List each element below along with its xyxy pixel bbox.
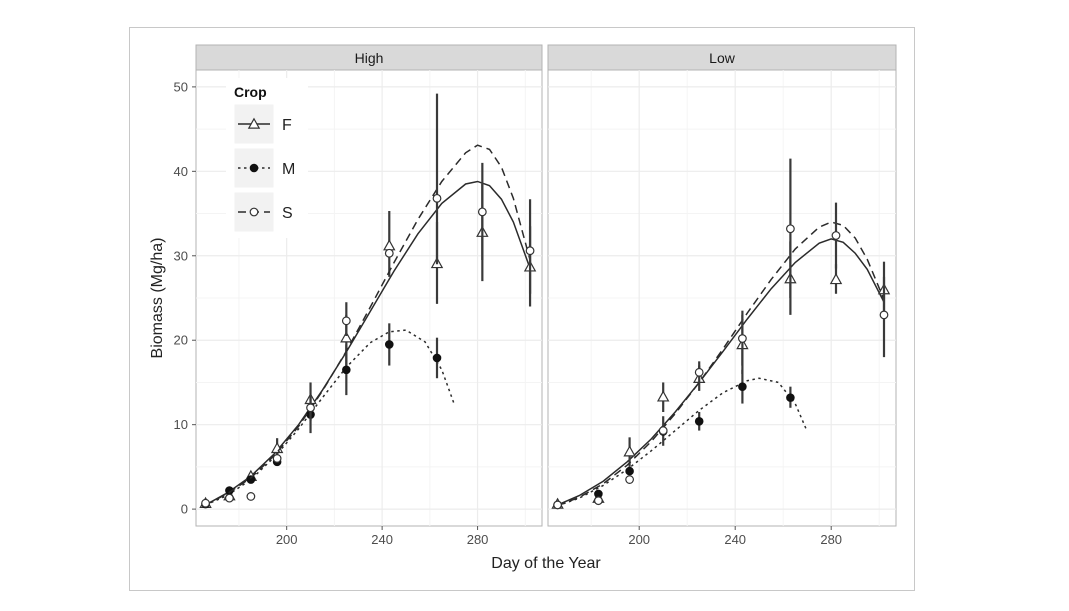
- data-point-S: [225, 493, 234, 503]
- data-point-M: [342, 365, 351, 375]
- data-point-M: [246, 475, 256, 484]
- y-tick-label: 40: [174, 164, 188, 179]
- data-point-S: [306, 403, 315, 413]
- fit-curve-M: [557, 377, 808, 507]
- legend-marker-S: [249, 207, 259, 217]
- panel-low: Low 200 240 280: [547, 44, 897, 547]
- data-point-F: [656, 390, 670, 402]
- data-point-S: [831, 231, 841, 240]
- fit-curve-S: [557, 221, 885, 507]
- data-point-M: [432, 353, 442, 363]
- data-point-S: [879, 310, 889, 320]
- x-tick-label: 280: [820, 532, 842, 547]
- series-S: [201, 93, 535, 508]
- y-tick-label: 30: [174, 248, 188, 263]
- x-axis-title: Day of the Year: [491, 555, 601, 572]
- strip-high: [195, 44, 543, 71]
- data-point-M: [625, 466, 634, 476]
- legend-label-S: S: [282, 205, 293, 222]
- x-tick-label: 200: [628, 532, 650, 547]
- data-point-S: [341, 316, 351, 326]
- x-tick-label: 240: [371, 532, 393, 547]
- x-tick-label: 240: [724, 532, 746, 547]
- legend-label-F: F: [282, 117, 292, 134]
- legend-marker-M: [249, 163, 259, 173]
- y-tick-label: 10: [174, 417, 188, 432]
- fit-curve-F: [205, 180, 531, 506]
- data-point-S: [246, 492, 256, 501]
- y-tick-label: 0: [181, 502, 188, 517]
- data-point-M: [786, 393, 795, 402]
- data-point-S: [786, 224, 795, 234]
- data-point-S: [525, 246, 535, 256]
- data-point-F: [340, 331, 353, 343]
- fit-curve-S: [205, 144, 531, 506]
- data-point-S: [738, 334, 747, 343]
- series-M: [201, 323, 455, 509]
- data-point-S: [553, 500, 562, 510]
- legend-title: Crop: [234, 84, 267, 100]
- data-point-S: [272, 454, 282, 463]
- legend-label-M: M: [282, 161, 295, 178]
- legend: Crop F M S: [226, 78, 308, 238]
- data-point-M: [738, 382, 747, 391]
- y-tick-label: 50: [174, 79, 188, 94]
- data-point-S: [432, 193, 442, 203]
- data-point-F: [623, 445, 636, 457]
- data-point-S: [201, 498, 210, 508]
- strip-title: Low: [709, 50, 736, 66]
- y-axis-title: Biomass (Mg/ha): [149, 238, 166, 359]
- data-point-S: [625, 475, 634, 484]
- series-S: [553, 158, 889, 510]
- fit-curve-F: [557, 238, 885, 506]
- legend-marker-F: [247, 117, 261, 129]
- strip-title: High: [355, 50, 384, 66]
- data-point-M: [694, 416, 704, 426]
- data-point-S: [384, 248, 394, 258]
- data-point-F: [829, 272, 843, 285]
- data-point-S: [694, 367, 704, 377]
- x-tick-label: 200: [276, 532, 298, 547]
- data-point-S: [594, 496, 603, 506]
- y-tick-label: 20: [174, 333, 188, 348]
- data-point-S: [477, 207, 487, 217]
- data-point-S: [658, 426, 668, 435]
- data-point-M: [384, 340, 394, 349]
- x-tick-label: 280: [467, 532, 489, 547]
